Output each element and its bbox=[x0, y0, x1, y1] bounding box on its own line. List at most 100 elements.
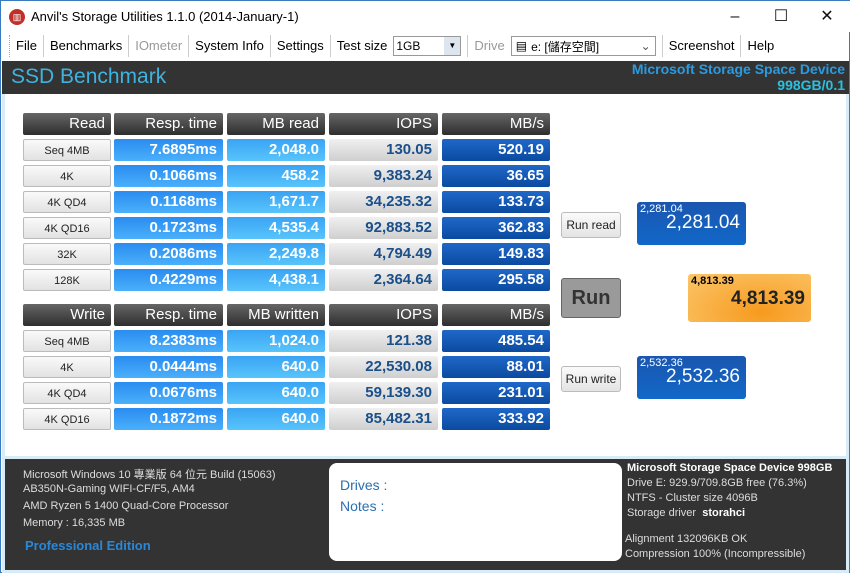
read-score-small: 2,281.04 bbox=[640, 203, 683, 215]
drive-name: Microsoft Storage Space Device 998GB bbox=[627, 462, 833, 474]
notes-label: Notes : bbox=[340, 498, 385, 514]
driver-value: storahci bbox=[702, 507, 746, 519]
notes-box[interactable]: Drives : Notes : bbox=[329, 463, 622, 561]
drive-space: Drive E: 929.9/709.8GB free (76.3%) bbox=[627, 477, 807, 489]
write-test-button[interactable]: 4K QD4 bbox=[23, 382, 111, 404]
read-test-button[interactable]: 4K QD4 bbox=[23, 191, 111, 213]
write-cell: 8.2383ms bbox=[114, 330, 223, 352]
write-cell: 88.01 bbox=[442, 356, 550, 378]
test-size-select[interactable]: 1GB ▼ bbox=[393, 36, 462, 56]
read-score-value: 2,281.04 bbox=[666, 212, 740, 233]
read-test-button[interactable]: Seq 4MB bbox=[23, 139, 111, 161]
menu-system-info[interactable]: System Info bbox=[188, 35, 270, 57]
write-header-2: MB written bbox=[227, 304, 325, 326]
maximize-button[interactable]: ☐ bbox=[773, 8, 789, 25]
write-cell: 0.1872ms bbox=[114, 408, 223, 430]
read-score: 2,281.04 2,281.04 bbox=[637, 202, 746, 245]
info-footer: Microsoft Windows 10 專業版 64 位元 Build (15… bbox=[2, 456, 849, 573]
benchmark-panel: Run read Run Run write 2,281.04 2,281.04… bbox=[2, 94, 849, 456]
write-cell: 231.01 bbox=[442, 382, 550, 404]
run-read-button[interactable]: Run read bbox=[561, 212, 621, 238]
dropdown-arrow-icon: ▼ bbox=[444, 37, 461, 55]
write-score-small: 2,532.36 bbox=[640, 357, 683, 369]
write-cell: 1,024.0 bbox=[227, 330, 325, 352]
write-test-button[interactable]: 4K QD16 bbox=[23, 408, 111, 430]
edition-label: Professional Edition bbox=[25, 538, 151, 553]
read-cell: 34,235.32 bbox=[329, 191, 438, 213]
run-button[interactable]: Run bbox=[561, 278, 621, 318]
read-cell: 0.1723ms bbox=[114, 217, 223, 239]
cpu-info: AMD Ryzen 5 1400 Quad-Core Processor bbox=[23, 500, 229, 512]
read-test-button[interactable]: 4K bbox=[23, 165, 111, 187]
read-cell: 0.2086ms bbox=[114, 243, 223, 265]
os-info: Microsoft Windows 10 專業版 64 位元 Build (15… bbox=[23, 469, 276, 481]
compression-info: Compression 100% (Incompressible) bbox=[625, 548, 806, 560]
read-cell: 295.58 bbox=[442, 269, 550, 291]
read-cell: 7.6895ms bbox=[114, 139, 223, 161]
read-cell: 4,535.4 bbox=[227, 217, 325, 239]
read-cell: 36.65 bbox=[442, 165, 550, 187]
read-cell: 2,364.64 bbox=[329, 269, 438, 291]
read-cell: 149.83 bbox=[442, 243, 550, 265]
write-cell: 640.0 bbox=[227, 382, 325, 404]
drive-icon: ▤ bbox=[515, 39, 528, 53]
device-info: 998GB/0.1 bbox=[777, 77, 845, 93]
read-cell: 130.05 bbox=[329, 139, 438, 161]
write-score-value: 2,532.36 bbox=[666, 366, 740, 387]
run-write-button[interactable]: Run write bbox=[561, 366, 621, 392]
write-cell: 0.0676ms bbox=[114, 382, 223, 404]
menu-file[interactable]: File bbox=[9, 35, 43, 57]
menu-bar: File Benchmarks IOmeter System Info Sett… bbox=[1, 32, 850, 60]
write-cell: 121.38 bbox=[329, 330, 438, 352]
read-test-button[interactable]: 128K bbox=[23, 269, 111, 291]
read-cell: 2,249.8 bbox=[227, 243, 325, 265]
read-cell: 0.1066ms bbox=[114, 165, 223, 187]
write-cell: 640.0 bbox=[227, 408, 325, 430]
read-cell: 9,383.24 bbox=[329, 165, 438, 187]
menu-help[interactable]: Help bbox=[740, 35, 780, 57]
storage-driver: Storage driver storahci bbox=[627, 507, 745, 519]
alignment-info: Alignment 132096KB OK bbox=[625, 533, 748, 545]
drive-value: e: [儲存空間] bbox=[531, 39, 600, 54]
write-header-4: MB/s bbox=[442, 304, 550, 326]
memory-info: Memory : 16,335 MB bbox=[23, 517, 126, 529]
read-cell: 133.73 bbox=[442, 191, 550, 213]
menu-settings[interactable]: Settings bbox=[269, 35, 330, 57]
write-test-button[interactable]: Seq 4MB bbox=[23, 330, 111, 352]
title-bar: ▥ Anvil's Storage Utilities 1.1.0 (2014-… bbox=[1, 1, 850, 32]
read-test-button[interactable]: 32K bbox=[23, 243, 111, 265]
drive-select[interactable]: ▤ e: [儲存空間] ⌄ bbox=[510, 36, 656, 56]
read-cell: 4,438.1 bbox=[227, 269, 325, 291]
write-header-3: IOPS bbox=[329, 304, 438, 326]
read-cell: 458.2 bbox=[227, 165, 325, 187]
menu-screenshot[interactable]: Screenshot bbox=[661, 35, 741, 57]
app-icon: ▥ bbox=[9, 8, 25, 25]
page-title: SSD Benchmark bbox=[11, 65, 167, 88]
chevron-down-icon: ⌄ bbox=[640, 39, 651, 53]
close-button[interactable]: ✕ bbox=[820, 8, 834, 25]
drive-label: Drive bbox=[467, 35, 510, 57]
read-cell: 1,671.7 bbox=[227, 191, 325, 213]
banner: SSD Benchmark Microsoft Storage Space De… bbox=[2, 61, 849, 94]
write-cell: 22,530.08 bbox=[329, 356, 438, 378]
read-header-3: IOPS bbox=[329, 113, 438, 135]
write-cell: 333.92 bbox=[442, 408, 550, 430]
write-cell: 485.54 bbox=[442, 330, 550, 352]
read-cell: 0.1168ms bbox=[114, 191, 223, 213]
read-test-button[interactable]: 4K QD16 bbox=[23, 217, 111, 239]
driver-label: Storage driver bbox=[627, 507, 697, 519]
read-cell: 362.83 bbox=[442, 217, 550, 239]
drive-fs: NTFS - Cluster size 4096B bbox=[627, 492, 758, 504]
total-score: 4,813.39 4,813.39 bbox=[688, 274, 811, 322]
write-score: 2,532.36 2,532.36 bbox=[637, 356, 746, 399]
read-cell: 520.19 bbox=[442, 139, 550, 161]
read-header-2: MB read bbox=[227, 113, 325, 135]
test-size-value: 1GB bbox=[396, 39, 421, 53]
minimize-button[interactable]: – bbox=[730, 8, 740, 25]
device-name: Microsoft Storage Space Device bbox=[631, 61, 845, 77]
read-header-0: Read bbox=[23, 113, 111, 135]
read-cell: 2,048.0 bbox=[227, 139, 325, 161]
write-test-button[interactable]: 4K bbox=[23, 356, 111, 378]
board-info: AB350N-Gaming WIFI-CF/F5, AM4 bbox=[23, 483, 195, 495]
menu-benchmarks[interactable]: Benchmarks bbox=[42, 35, 128, 57]
